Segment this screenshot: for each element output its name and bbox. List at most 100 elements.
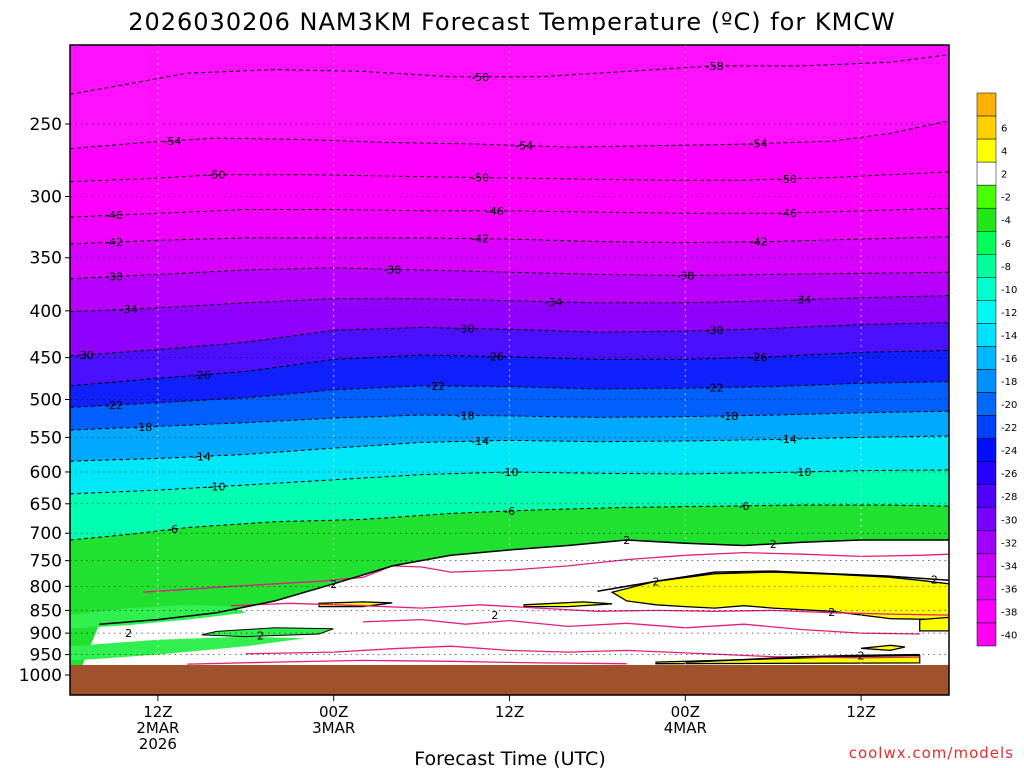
zero-degree-isotherms: [143, 551, 949, 665]
y-tick-label: 550: [30, 428, 62, 448]
isotherm-line-16: [685, 653, 920, 663]
colorbar-swatch: [976, 438, 997, 462]
colorbar-label: -2: [1001, 193, 1011, 204]
x-tick-label: 2026: [139, 735, 177, 753]
isotherm-line-2: [70, 171, 949, 183]
isotherm-label: -18: [457, 409, 475, 422]
isotherm-label: -38: [676, 270, 694, 283]
colorbar-label: -34: [1001, 561, 1017, 572]
isotherm-label: -46: [779, 207, 797, 220]
colorbar-swatch: [976, 369, 997, 393]
isotherm-label: -50: [208, 169, 226, 182]
x-tick-label: 2MAR: [136, 719, 179, 737]
isotherm-label: -42: [105, 236, 123, 249]
zero-isotherm-1: [231, 602, 949, 616]
isotherm-line-14: [99, 539, 949, 625]
colorbar-label: 2: [1001, 170, 1007, 181]
x-tick-label: 12Z: [846, 703, 875, 721]
isotherm-label: -54: [750, 138, 768, 151]
colorbar-label: -26: [1001, 469, 1017, 480]
x-tick-label: 3MAR: [312, 719, 355, 737]
isotherm-label: -26: [750, 351, 768, 364]
y-tick-label: 350: [30, 249, 62, 269]
isotherm-label: -58: [471, 71, 489, 84]
colorbar-label: -36: [1001, 584, 1017, 595]
colorbar-swatch: [976, 184, 997, 209]
isotherm-label: -14: [779, 433, 797, 446]
colorbar-swatch: [976, 415, 997, 439]
isotherm-label: -30: [457, 322, 475, 335]
colorbar-label: -22: [1001, 423, 1017, 434]
isotherm-label: -46: [486, 205, 504, 218]
isotherm-label: -14: [193, 450, 211, 463]
plot-area: -58 -58 -54 -54 -54 -50 -50 -50 -46 -46 -46 -42 -42 -…: [70, 45, 949, 695]
colorbar-swatch: [976, 507, 997, 532]
x-tick-label: 4MAR: [664, 719, 707, 737]
colorbar-swatch: [976, 254, 997, 278]
y-tick-label: 650: [30, 495, 62, 515]
y-tick-label: 1000: [19, 666, 62, 686]
y-tick-label: 800: [30, 577, 62, 597]
colorbar-swatch: [976, 115, 997, 140]
colorbar-swatch: [976, 576, 997, 601]
isotherm-label: -14: [471, 435, 489, 448]
colorbar-swatch: [976, 207, 997, 232]
colorbar: 6 4 2 -2 -4 -6 -8 -10 -12 -14 -16 -18 -20 -22 -24 -26 -2…: [976, 92, 1017, 647]
colorbar-label: -14: [1001, 331, 1017, 342]
isotherm-label: 2: [858, 649, 865, 662]
colorbar-swatch: [976, 553, 997, 578]
colorbar-swatch: [976, 300, 997, 324]
colorbar-swatch: [976, 231, 997, 255]
isotherm-label: -18: [720, 410, 738, 423]
isotherm-label: -54: [515, 140, 533, 153]
colorbar-label: 4: [1001, 147, 1007, 158]
isotherm-label: -6: [167, 523, 178, 536]
colorbar-label: -28: [1001, 492, 1017, 503]
isotherm-label: 2: [491, 609, 498, 622]
colorbar-swatch: [976, 277, 997, 301]
isotherm-label: 2: [257, 629, 264, 642]
colorbar-label: -20: [1001, 400, 1017, 411]
y-tick-label: 250: [30, 115, 62, 135]
isotherm-label: -26: [193, 369, 211, 382]
colorbar-label: -32: [1001, 538, 1017, 549]
isotherm-label: -26: [486, 350, 504, 363]
isotherm-label: -38: [105, 271, 123, 284]
y-tick-label: 700: [30, 524, 62, 544]
x-tick-label: 12Z: [495, 703, 524, 721]
isotherm-label: -50: [779, 173, 797, 186]
x-tick-label: 00Z: [319, 703, 348, 721]
green-strip-2: [201, 627, 334, 638]
y-tick-label: 600: [30, 463, 62, 483]
colorbar-swatch: [976, 622, 997, 647]
isotherm-label: -34: [120, 303, 138, 316]
isotherm-label: 2: [653, 575, 660, 588]
x-axis-label: Forecast Time (UTC): [414, 748, 605, 768]
isotherm-label: 2: [330, 578, 337, 591]
colorbar-label: -24: [1001, 446, 1017, 457]
colorbar-swatch: [976, 461, 997, 485]
isotherm-label: 2: [828, 606, 835, 619]
isotherm-label: -46: [105, 209, 123, 222]
colorbar-label: -30: [1001, 515, 1017, 526]
colorbar-swatch: [976, 323, 997, 347]
isotherm-line-1: [70, 120, 949, 150]
y-tick-label: 300: [30, 187, 62, 207]
isotherm-line-8: [70, 350, 949, 387]
y-tick-label: 400: [30, 302, 62, 322]
isotherm-label: -22: [427, 380, 445, 393]
isotherm-label: 2: [931, 573, 938, 586]
isotherm-label: -10: [794, 466, 812, 479]
isotherm-label: -18: [134, 421, 152, 434]
isotherm-label: -54: [164, 135, 182, 148]
y-tick-label: 450: [30, 349, 62, 369]
colorbar-label: -40: [1001, 630, 1017, 641]
isotherm-label: -42: [750, 236, 768, 249]
isotherm-label: -34: [794, 294, 812, 307]
ground-surface: [70, 664, 949, 695]
isotherm-label: 2: [125, 627, 132, 640]
isotherm-label: 2: [623, 534, 630, 547]
isotherm-line-13: [70, 504, 949, 541]
